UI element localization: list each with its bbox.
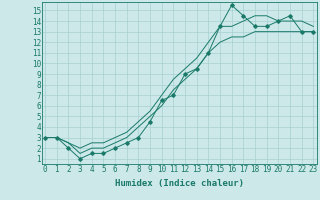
X-axis label: Humidex (Indice chaleur): Humidex (Indice chaleur) (115, 179, 244, 188)
